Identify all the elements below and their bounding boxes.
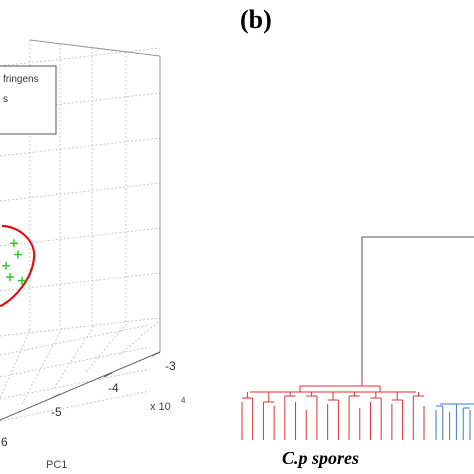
scatter-x-tick-line-3 [151, 351, 161, 357]
scatter-x-tick-1: 6 [1, 435, 8, 449]
scatter-x-axis-line [0, 351, 161, 421]
grid-back-horizontal-0 [0, 47, 161, 67]
grid-back-horizontal-6 [0, 317, 161, 337]
scatter-point-4 [10, 239, 18, 248]
grid-back-horizontal-4 [0, 227, 161, 247]
grid-floor-depth-4 [117, 321, 159, 357]
scatter-x-label: PC1 [46, 459, 67, 471]
dendrogram-panel: C.p spores [241, 236, 474, 468]
scatter-x-tick-line-1 [51, 393, 61, 399]
grid-back-horizontal-2 [0, 137, 161, 157]
grid-floor-width-2 [0, 368, 151, 400]
grid-floor-depth-0 [0, 329, 31, 399]
scatter-cluster-outline [0, 224, 36, 307]
scatter-point-1 [14, 250, 22, 259]
scatter-x-tick-3: -4 [108, 381, 119, 395]
scatter-3d-grid [0, 39, 161, 422]
dendrogram-cluster-a [241, 380, 425, 440]
grid-back-horizontal-3 [0, 182, 161, 202]
scatter-x-exponent-power: 4 [181, 396, 186, 405]
scatter-legend: fringens s [0, 65, 57, 135]
scatter-legend-box [0, 65, 57, 135]
scatter-x-tick-line-2 [103, 372, 113, 378]
scatter-3d-panel: fringens s 6 -5 -4 -3 x 10 4 PC1 [0, 39, 186, 471]
scatter-legend-entry-1: fringens [3, 74, 39, 85]
grid-back-horizontal-5 [0, 272, 161, 292]
grid-box-edge-top [29, 39, 161, 57]
grid-floor-width-0 [0, 324, 151, 356]
grid-floor-depth-3 [85, 323, 127, 373]
grid-floor-width-3 [0, 390, 151, 422]
scatter-x-tick-2: -5 [51, 405, 62, 419]
dendrogram-cluster-label: C.p spores [282, 448, 359, 468]
grid-floor-depth-2 [53, 325, 95, 389]
scatter-point-0 [6, 273, 14, 281]
panel-label: (b) [240, 5, 272, 34]
dendrogram-root [361, 236, 474, 380]
scatter-points [2, 239, 26, 285]
scatter-legend-entry-2: s [3, 94, 8, 105]
scatter-point-3 [18, 276, 26, 285]
scatter-x-exponent: x 10 [150, 401, 171, 413]
scatter-x-axis: 6 -5 -4 -3 x 10 4 PC1 [0, 351, 186, 471]
scatter-x-tick-4: -3 [165, 359, 176, 373]
dendrogram-root-link [361, 236, 474, 380]
scatter-point-2 [2, 261, 10, 270]
dendrogram-cluster-b [435, 403, 474, 440]
grid-back-horizontal-1 [0, 92, 161, 112]
grid-floor-width-1 [0, 346, 151, 378]
